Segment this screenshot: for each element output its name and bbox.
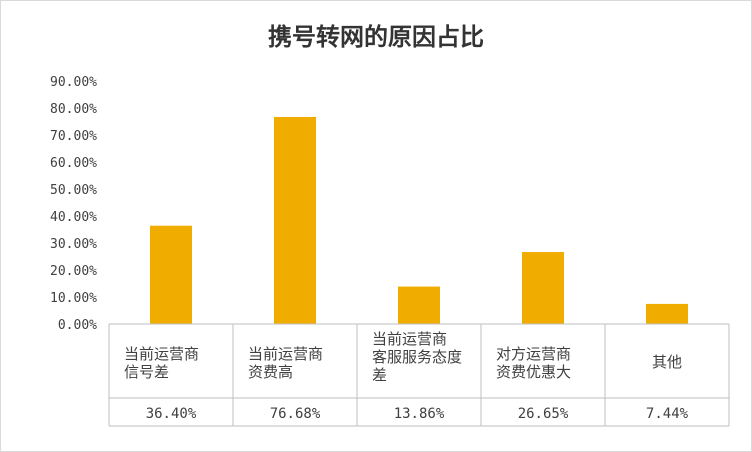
y-tick-label: 30.00% xyxy=(50,237,97,252)
data-value-label: 26.65% xyxy=(518,406,569,422)
bar xyxy=(522,252,564,324)
bar xyxy=(646,303,688,324)
category-label: 其他 xyxy=(652,353,682,371)
bar xyxy=(398,286,440,324)
bar xyxy=(274,116,316,325)
chart-title: 携号转网的原因占比 xyxy=(268,23,484,51)
y-tick-label: 0.00% xyxy=(58,318,97,333)
bars xyxy=(150,116,688,325)
y-tick-label: 50.00% xyxy=(50,183,97,198)
y-tick-label: 10.00% xyxy=(50,291,97,306)
y-tick-label: 70.00% xyxy=(50,129,97,144)
data-value-label: 76.68% xyxy=(270,406,321,422)
bar xyxy=(150,225,192,324)
y-tick-label: 60.00% xyxy=(50,156,97,171)
y-tick-label: 40.00% xyxy=(50,210,97,225)
y-axis-ticks: 0.00% 10.00% 20.00% 30.00% 40.00% 50.00% 60.00… xyxy=(50,75,97,333)
y-tick-label: 80.00% xyxy=(50,102,97,117)
y-tick-label: 90.00% xyxy=(50,75,97,90)
category-label: 对方运营商资费优惠大 xyxy=(496,345,571,381)
category-label: 当前运营商客服服务态度差 xyxy=(372,330,462,384)
data-table: 当前运营商信号差 36.40% 当前运营商资费高 76.68% 当前运营商客服服务态度差… xyxy=(108,323,730,427)
data-value-label: 13.86% xyxy=(394,406,445,422)
data-value-label: 36.40% xyxy=(146,406,197,422)
category-label: 当前运营商资费高 xyxy=(248,345,323,381)
y-tick-label: 20.00% xyxy=(50,264,97,279)
data-value-label: 7.44% xyxy=(646,406,689,422)
category-label: 当前运营商信号差 xyxy=(124,345,199,381)
